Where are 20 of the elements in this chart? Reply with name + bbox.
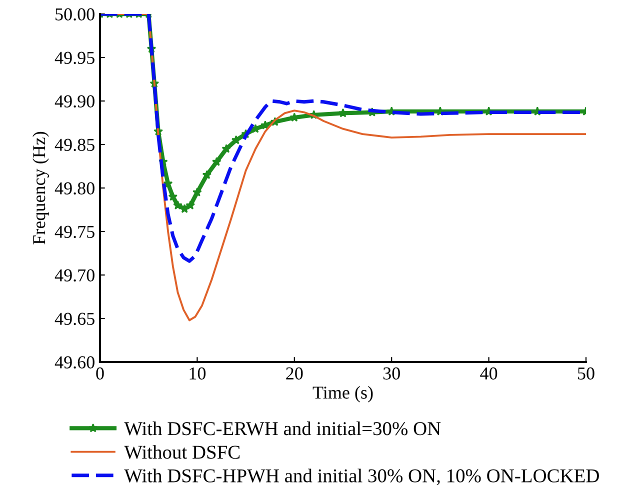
y-axis-title: Frequency (Hz) [32, 132, 49, 244]
y-tick-label: 49.90 [54, 95, 94, 108]
y-tick-label: 49.95 [54, 52, 94, 64]
x-tick-label: 20 [286, 367, 303, 380]
y-tick-label: 49.75 [54, 226, 94, 238]
legend-label: With DSFC-HPWH and initial 30% ON, 10% ON-LOCKED [124, 468, 599, 486]
y-tick-label: 49.70 [54, 269, 94, 282]
y-tick-label: 49.80 [54, 182, 94, 195]
y-tick-label: 49.65 [54, 312, 94, 326]
legend-label: With DSFC-ERWH and initial=30% ON [124, 422, 441, 436]
y-tick-label: 50.00 [56, 8, 94, 21]
x-tick-label: 40 [480, 367, 498, 380]
y-tick-label: 49.85 [54, 138, 94, 152]
x-axis-title: Time (s) [312, 386, 373, 402]
legend-label: Without DSFC [124, 445, 240, 459]
y-tick-label: 49.60 [54, 356, 94, 369]
x-tick-label: 0 [96, 367, 104, 380]
x-tick-label: 10 [190, 367, 206, 380]
x-tick-label: 50 [578, 367, 594, 380]
x-tick-label: 30 [383, 367, 400, 380]
